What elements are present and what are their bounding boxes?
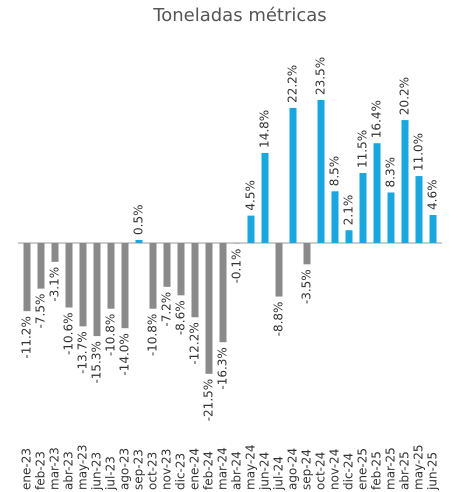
bar — [65, 243, 73, 308]
x-tick-label: ene-23 — [20, 448, 34, 490]
bar — [107, 243, 115, 309]
bar — [429, 215, 437, 243]
value-label: 8.3% — [384, 157, 398, 188]
bar — [121, 243, 129, 329]
chart-title: Toneladas métricas — [152, 5, 326, 26]
value-label: -16.3% — [216, 347, 230, 389]
value-label: -15.3% — [90, 341, 104, 383]
value-label: 4.5% — [244, 180, 258, 211]
x-tick-label: jun-24 — [258, 452, 272, 491]
value-label: 2.1% — [342, 195, 356, 226]
x-tick-label: ene-25 — [356, 448, 370, 490]
bar — [345, 230, 353, 243]
x-tick-label: sep-24 — [300, 449, 314, 490]
bar — [303, 243, 311, 265]
x-tick-label: feb-25 — [370, 451, 384, 490]
value-label: -21.5% — [202, 379, 216, 421]
value-label: 11.0% — [412, 133, 426, 171]
bar — [317, 100, 325, 243]
value-label: 11.5% — [356, 130, 370, 168]
bar — [387, 192, 395, 243]
bar — [51, 243, 59, 262]
x-tick-label: oct-24 — [314, 452, 328, 490]
value-label: -0.1% — [230, 249, 244, 284]
bar — [163, 243, 171, 287]
x-tick-label: may-25 — [412, 444, 426, 490]
bar — [415, 176, 423, 243]
x-tick-label: abr-25 — [398, 451, 412, 490]
bar — [177, 243, 185, 296]
x-tick-label: feb-23 — [34, 451, 48, 490]
x-tick-label: jun-25 — [426, 452, 440, 491]
x-tick-label: jul-23 — [104, 456, 118, 491]
value-label: -8.6% — [174, 300, 188, 335]
value-label: 4.6% — [426, 180, 440, 211]
x-tick-label: nov-23 — [160, 449, 174, 490]
x-tick-label: nov-24 — [328, 449, 342, 490]
value-label: -10.8% — [104, 314, 118, 356]
x-tick-label: jul-24 — [272, 456, 286, 491]
value-label: -11.2% — [20, 316, 34, 358]
value-label: -13.7% — [76, 331, 90, 373]
value-label: 14.8% — [258, 110, 272, 148]
x-tick-label: abr-24 — [230, 451, 244, 490]
x-tick-label: oct-23 — [146, 452, 160, 490]
x-tick-label: dic-24 — [342, 453, 356, 490]
bar — [149, 243, 157, 309]
value-label: -12.2% — [188, 322, 202, 364]
bar — [275, 243, 283, 297]
bar — [359, 173, 367, 243]
value-label: 16.4% — [370, 100, 384, 138]
value-label: -10.8% — [146, 314, 160, 356]
x-tick-label: abr-23 — [62, 451, 76, 490]
x-tick-label: ene-24 — [188, 448, 202, 490]
value-label: 20.2% — [398, 77, 412, 115]
bar — [401, 120, 409, 243]
value-label: 0.5% — [132, 204, 146, 235]
bar — [233, 243, 241, 244]
bar — [191, 243, 199, 318]
bar — [219, 243, 227, 343]
value-label: 22.2% — [286, 65, 300, 103]
x-tick-label: dic-23 — [174, 453, 188, 490]
bar — [93, 243, 101, 337]
value-label: -3.1% — [48, 267, 62, 302]
bar — [247, 215, 255, 243]
bar — [135, 239, 143, 243]
x-tick-label: feb-24 — [202, 451, 216, 490]
bar — [205, 243, 213, 374]
x-tick-label: mar-23 — [48, 447, 62, 490]
x-tick-label: mar-24 — [216, 447, 230, 490]
value-label: 8.5% — [328, 156, 342, 187]
bar — [331, 191, 339, 243]
value-label: -8.8% — [272, 302, 286, 337]
bar — [261, 152, 269, 243]
value-label: 23.5% — [314, 57, 328, 95]
x-tick-label: may-23 — [76, 444, 90, 490]
x-tick-label: ago-23 — [118, 448, 132, 490]
bar — [23, 243, 31, 312]
x-tick-label: sep-23 — [132, 449, 146, 490]
x-tick-label: mar-25 — [384, 447, 398, 490]
bar — [289, 107, 297, 243]
x-tick-label: ago-24 — [286, 448, 300, 490]
bar — [373, 143, 381, 243]
x-tick-label: may-24 — [244, 444, 258, 490]
value-label: -7.2% — [160, 292, 174, 327]
value-label: -14.0% — [118, 333, 132, 375]
bar — [37, 243, 45, 289]
value-label: -3.5% — [300, 269, 314, 304]
value-label: -7.5% — [34, 294, 48, 329]
value-label: -10.6% — [62, 313, 76, 355]
bar — [79, 243, 87, 327]
x-tick-label: jun-23 — [90, 452, 104, 491]
